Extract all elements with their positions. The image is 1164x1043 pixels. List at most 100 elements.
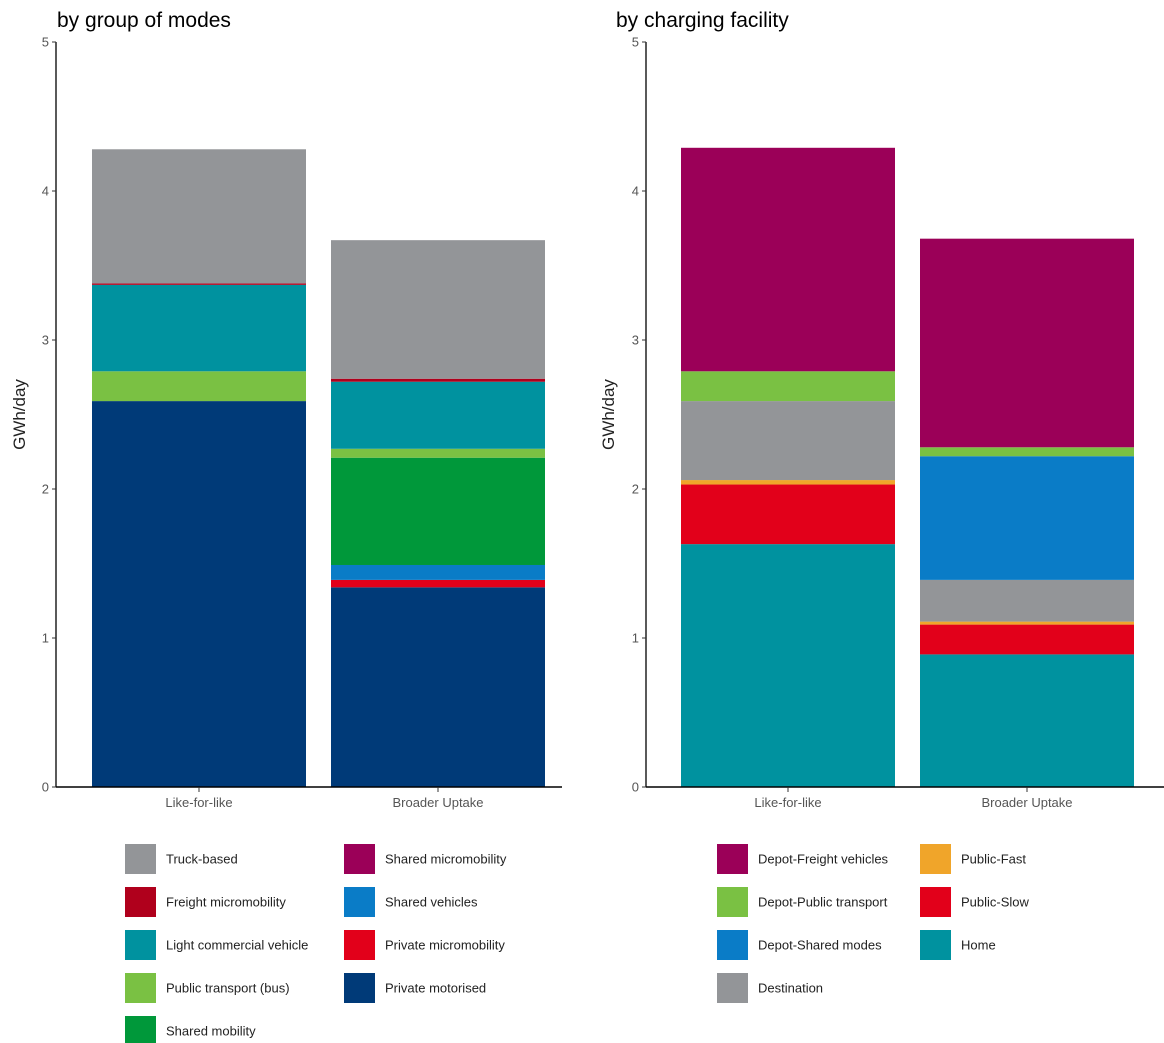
legend-swatch [125,1016,156,1043]
bar-like-for-like-home [681,544,895,787]
chart-title: by group of modes [57,9,231,32]
bar-broader-uptake-public-slow [920,624,1134,655]
legend-item-public-slow: Public-Slow [920,887,1030,917]
y-tick-label: 0 [632,780,639,795]
legend-swatch [920,844,951,874]
y-tick-label: 5 [632,35,639,50]
legend-item-truck-based: Truck-based [125,844,238,874]
bar-like-for-like-truck-based [92,149,306,284]
bar-broader-uptake-private-micromobility [331,579,545,588]
legend-item-public-transport-bus: Public transport (bus) [125,973,290,1003]
legend-swatch [717,930,748,960]
bar-broader-uptake-shared-mobility [331,457,545,565]
legend-label: Public-Slow [961,895,1030,910]
y-axis-label: GWh/day [10,379,29,450]
y-tick-label: 3 [42,333,49,348]
legend-label: Public-Fast [961,852,1026,867]
legend-swatch [344,844,375,874]
legend-item-shared-mobility: Shared mobility [125,1016,256,1043]
y-axis-label: GWh/day [599,379,618,450]
legend-swatch [125,844,156,874]
legend-label: Shared mobility [166,1024,256,1039]
legend-label: Depot-Freight vehicles [758,852,889,867]
legend-label: Shared micromobility [385,852,507,867]
legend-label: Depot-Public transport [758,895,888,910]
legend-item-freight-micromobility: Freight micromobility [125,887,286,917]
bar-like-for-like-depot-freight-vehicles [681,147,895,372]
legend-swatch [125,930,156,960]
bar-broader-uptake-freight-micromobility [331,378,545,382]
chart-title: by charging facility [616,9,789,32]
legend-item-depot-freight-vehicles: Depot-Freight vehicles [717,844,889,874]
legend-item-private-micromobility: Private micromobility [344,930,505,960]
legend-item-destination: Destination [717,973,823,1003]
bar-broader-uptake-shared-vehicles [331,564,545,580]
bar-like-for-like-depot-public-transport [681,371,895,402]
legend-swatch [125,887,156,917]
legend-label: Public transport (bus) [166,981,290,996]
legend-swatch [344,887,375,917]
bar-broader-uptake-public-transport-bus [331,448,545,458]
bar-like-for-like-public-slow [681,484,895,545]
y-tick-label: 1 [632,631,639,646]
legend-label: Private motorised [385,981,486,996]
y-tick-label: 2 [42,482,49,497]
x-tick-label: Like-for-like [754,795,821,810]
bar-like-for-like-destination [681,401,895,481]
legend-label: Depot-Shared modes [758,938,882,953]
bar-like-for-like-private-motorised [92,401,306,787]
legend-label: Destination [758,981,823,996]
legend: Depot-Freight vehicles Depot-Public trans… [717,844,1030,1003]
x-tick-label: Broader Uptake [981,795,1072,810]
bar-like-for-like-public-transport-bus [92,371,306,402]
legend: Truck-based Freight micromobility Light co… [125,844,507,1043]
legend-swatch [717,973,748,1003]
bar-broader-uptake-truck-based [331,240,545,379]
x-tick-label: Like-for-like [165,795,232,810]
legend-swatch [920,930,951,960]
legend-label: Light commercial vehicle [166,938,308,953]
legend-swatch [717,844,748,874]
legend-item-shared-micromobility: Shared micromobility [344,844,507,874]
x-tick-label: Broader Uptake [392,795,483,810]
legend-item-light-commercial-vehicle: Light commercial vehicle [125,930,308,960]
y-tick-label: 0 [42,780,49,795]
chart-panel-2: by charging facility GWh/day 0 1 2 3 4 5 Like-fo… [599,9,1164,1003]
bar-broader-uptake-depot-public-transport [920,447,1134,457]
y-tick-label: 5 [42,35,49,50]
bar-broader-uptake-public-fast [920,621,1134,625]
legend-label: Private micromobility [385,938,505,953]
legend-swatch [717,887,748,917]
y-tick-label: 4 [42,184,49,199]
legend-item-home: Home [920,930,996,960]
legend-item-public-fast: Public-Fast [920,844,1026,874]
legend-item-depot-public-transport: Depot-Public transport [717,887,888,917]
legend-item-depot-shared-modes: Depot-Shared modes [717,930,882,960]
chart-panel-1: by group of modes GWh/day 0 1 2 3 4 5 Like-for-l… [10,9,562,1043]
legend-swatch [344,930,375,960]
bar-broader-uptake-depot-shared-modes [920,456,1134,580]
bar-broader-uptake-light-commercial-vehicle [331,381,545,449]
bar-broader-uptake-destination [920,579,1134,622]
bar-like-for-like-public-fast [681,480,895,485]
y-tick-label: 1 [42,631,49,646]
y-tick-label: 3 [632,333,639,348]
legend-item-private-motorised: Private motorised [344,973,486,1003]
bar-like-for-like-freight-micromobility [92,283,306,285]
legend-swatch [920,887,951,917]
legend-label: Freight micromobility [166,895,286,910]
bar-broader-uptake-depot-freight-vehicles [920,238,1134,448]
legend-label: Truck-based [166,852,238,867]
y-tick-label: 4 [632,184,639,199]
legend-swatch [125,973,156,1003]
legend-label: Shared vehicles [385,895,478,910]
bar-broader-uptake-private-motorised [331,587,545,787]
bar-like-for-like-light-commercial-vehicle [92,284,306,372]
y-tick-label: 2 [632,482,639,497]
legend-swatch [344,973,375,1003]
bar-broader-uptake-home [920,654,1134,787]
legend-label: Home [961,938,996,953]
legend-item-shared-vehicles: Shared vehicles [344,887,478,917]
